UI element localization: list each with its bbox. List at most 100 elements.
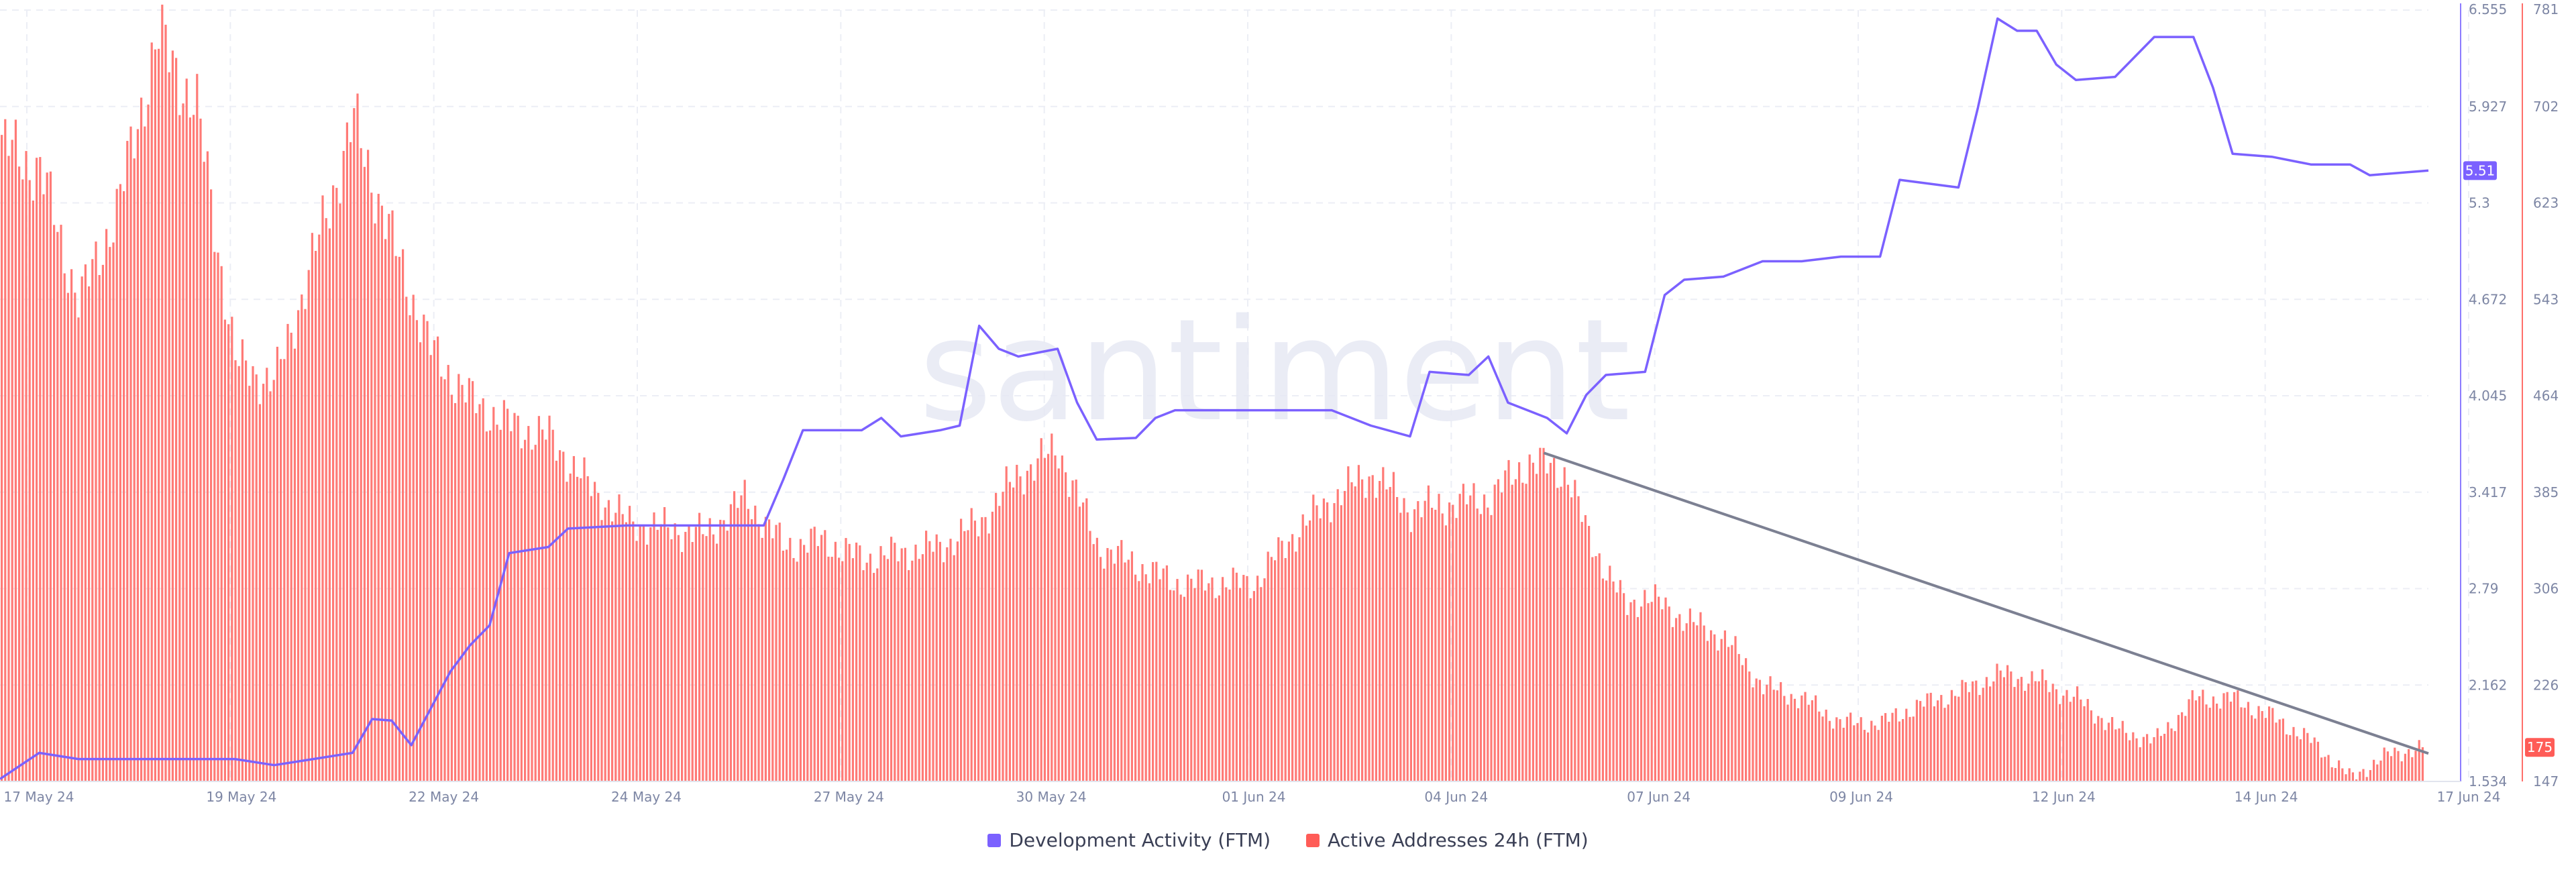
active-addresses-bar	[158, 48, 160, 782]
active-addresses-bar	[2177, 714, 2180, 781]
right-tick-label: 226	[2533, 677, 2559, 693]
active-addresses-bar	[2320, 757, 2323, 781]
active-addresses-bar	[2194, 700, 2197, 781]
active-addresses-bar	[918, 559, 920, 781]
right-tick-label: 147	[2533, 773, 2559, 789]
active-addresses-bar	[1099, 557, 1102, 781]
active-addresses-bar	[2348, 768, 2351, 781]
active-addresses-bar	[42, 194, 45, 781]
active-addresses-bar	[1804, 692, 1807, 781]
active-addresses-bar	[1902, 718, 1904, 781]
active-addresses-bar	[2104, 730, 2106, 781]
active-addresses-bar	[1556, 488, 1559, 781]
active-addresses-bar	[461, 384, 464, 781]
legend-item-active-addresses[interactable]: Active Addresses 24h (FTM)	[1305, 829, 1589, 851]
active-addresses-bar	[1528, 454, 1531, 781]
active-addresses-bar	[1144, 574, 1147, 781]
active-addresses-bar	[123, 191, 125, 781]
right-tick-label: 306	[2533, 581, 2559, 597]
legend-item-development-activity[interactable]: Development Activity (FTM)	[987, 829, 1271, 851]
active-addresses-bar	[315, 251, 317, 781]
active-addresses-bar	[74, 292, 76, 781]
active-addresses-bar	[2045, 679, 2047, 781]
active-addresses-bar	[286, 323, 289, 782]
active-addresses-bar	[2188, 699, 2190, 781]
active-addresses-bar	[1783, 696, 1786, 781]
active-addresses-bar	[1295, 551, 1297, 781]
active-addresses-bar	[740, 495, 743, 781]
active-addresses-bar	[830, 557, 833, 781]
active-addresses-bar	[318, 234, 321, 781]
active-addresses-bar	[642, 525, 645, 781]
active-addresses-bar	[1469, 495, 1472, 781]
x-tick-label: 27 May 24	[814, 789, 884, 805]
active-addresses-bar	[258, 404, 261, 781]
active-addresses-bar	[1818, 711, 1821, 781]
active-addresses-bar	[1462, 484, 1464, 781]
active-addresses-bar	[810, 529, 812, 781]
active-addresses-bar	[1200, 569, 1203, 781]
active-addresses-bar	[63, 273, 66, 781]
legend-label-active-addresses: Active Addresses 24h (FTM)	[1327, 829, 1589, 851]
active-addresses-bar	[751, 519, 753, 781]
active-addresses-bar	[1570, 497, 1573, 781]
active-addresses-bar	[1615, 592, 1618, 781]
active-addresses-bar	[1211, 577, 1214, 781]
active-addresses-bar	[1703, 625, 1705, 781]
active-addresses-bar	[2055, 689, 2057, 781]
active-addresses-bar	[981, 517, 983, 781]
active-addresses-bar	[1574, 480, 1576, 781]
active-addresses-bar	[1040, 438, 1042, 781]
left-tick-label: 5.927	[2469, 99, 2507, 115]
active-addresses-bar	[2243, 708, 2246, 781]
active-addresses-bar	[876, 568, 879, 781]
active-addresses-bar	[1228, 589, 1231, 781]
active-addresses-bar	[1699, 612, 1702, 781]
active-addresses-bar	[332, 185, 335, 781]
active-addresses-bar	[409, 315, 411, 781]
right-axis-labels: 781 702 623 543 464 385 306 226 147	[2533, 1, 2559, 789]
active-addresses-bar	[2121, 720, 2124, 781]
active-addresses-bar	[339, 203, 341, 781]
active-addresses-bar	[1894, 708, 1897, 781]
active-addresses-bar	[1989, 686, 1992, 781]
active-addresses-bar	[1929, 692, 1932, 781]
active-addresses-bar	[7, 156, 10, 781]
active-addresses-bar	[1612, 581, 1615, 781]
active-addresses-bar	[227, 324, 230, 781]
active-addresses-bar	[1026, 470, 1028, 781]
active-addresses-bar	[2114, 729, 2117, 781]
right-tick-label: 623	[2533, 195, 2559, 211]
active-addresses-bar	[269, 391, 272, 781]
active-addresses-bar	[2400, 761, 2403, 781]
active-addresses-bar	[1141, 563, 1144, 781]
active-addresses-bar	[1964, 682, 1967, 781]
active-addresses-bar	[1127, 559, 1130, 781]
active-addresses-bar	[1501, 492, 1503, 781]
active-addresses-bar	[1347, 466, 1350, 781]
active-addresses-bar	[193, 115, 195, 781]
active-addresses-bar	[886, 559, 889, 781]
active-addresses-bar	[2365, 777, 2368, 781]
active-addresses-bar	[1162, 568, 1165, 781]
active-addresses-bar	[2261, 711, 2263, 781]
active-addresses-bar	[506, 408, 509, 781]
active-addresses-bar	[345, 122, 348, 781]
right-tick-label: 781	[2533, 1, 2559, 17]
active-addresses-bar	[1943, 708, 1946, 781]
active-addresses-bar	[1455, 518, 1458, 781]
active-addresses-bar	[478, 404, 481, 781]
active-addresses-bar	[1403, 498, 1405, 781]
active-addresses-bar	[1661, 609, 1664, 781]
active-addresses-bar	[768, 519, 771, 781]
active-addresses-bar	[398, 256, 400, 782]
active-addresses-bar	[2299, 739, 2302, 781]
active-addresses-bar	[21, 179, 24, 781]
active-addresses-bar	[761, 537, 763, 781]
active-addresses-bar	[1898, 721, 1900, 781]
active-addresses-bar	[1870, 720, 1873, 781]
active-addresses-bar	[2132, 732, 2135, 781]
active-addresses-bar	[2222, 693, 2225, 781]
active-addresses-bar	[684, 531, 687, 781]
active-addresses-bar	[698, 512, 701, 781]
